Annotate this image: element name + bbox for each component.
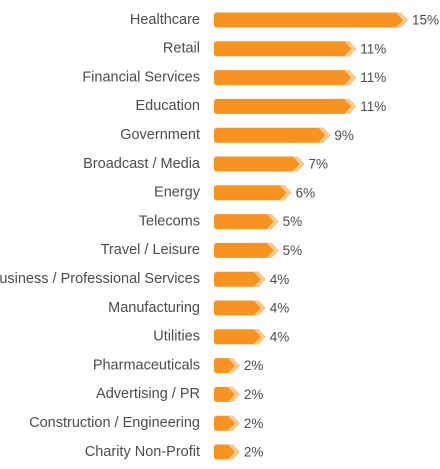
category-label: Business / Professional Services — [0, 271, 200, 287]
bar — [214, 127, 331, 143]
value-label: 5% — [283, 214, 303, 229]
bar-tip — [227, 415, 240, 431]
value-label: 9% — [334, 128, 354, 143]
category-label: Travel / Leisure — [101, 242, 200, 258]
category-label: Advertising / PR — [96, 386, 200, 402]
bar — [214, 156, 305, 172]
bar-tip — [227, 386, 240, 402]
bar-tip — [266, 214, 279, 230]
value-label: 4% — [270, 272, 290, 287]
category-label: Government — [120, 127, 200, 143]
bar — [214, 271, 266, 287]
value-label: 5% — [283, 243, 303, 258]
category-label: Energy — [154, 185, 201, 201]
bar — [214, 214, 279, 230]
bar-tip — [279, 185, 292, 201]
value-label: 4% — [270, 301, 290, 316]
category-label: Broadcast / Media — [83, 156, 201, 172]
bar — [214, 12, 408, 28]
bar-tip — [253, 300, 266, 316]
category-label: Manufacturing — [108, 300, 200, 316]
category-label: Telecoms — [139, 213, 200, 229]
bar — [214, 242, 279, 258]
bar-tip — [227, 444, 240, 460]
bar — [214, 329, 266, 345]
value-label: 11% — [360, 99, 386, 114]
category-label: Pharmaceuticals — [93, 357, 200, 373]
bar — [214, 70, 357, 86]
category-label: Healthcare — [130, 12, 200, 28]
bar-tip — [318, 127, 331, 143]
bar-tip — [227, 358, 240, 374]
value-label: 2% — [244, 416, 264, 431]
value-label: 11% — [360, 41, 386, 56]
category-label: Charity Non-Profit — [85, 444, 200, 460]
bars — [214, 12, 408, 460]
value-label: 6% — [296, 185, 316, 200]
bar-tip — [253, 271, 266, 287]
value-label: 2% — [244, 445, 264, 460]
category-label: Financial Services — [82, 69, 200, 85]
category-label: Education — [136, 98, 201, 114]
value-labels: 15% 11% 11% 11% 9% 7% 6% 5% 5% 4% 4% 4% 2% 2% 2% 2% — [244, 13, 439, 460]
category-label: Retail — [163, 41, 200, 57]
bar — [214, 41, 357, 57]
bar-tip — [253, 329, 266, 345]
bar-tip — [344, 41, 357, 57]
value-label: 11% — [360, 70, 386, 85]
category-labels: Healthcare Retail Financial Services Educat… — [0, 12, 201, 460]
bar — [214, 98, 357, 114]
bar-tip — [266, 242, 279, 258]
value-label: 7% — [309, 157, 329, 172]
bar-tip — [396, 12, 408, 28]
bar-tip — [292, 156, 305, 172]
value-label: 15% — [412, 13, 439, 28]
category-label: Utilities — [153, 329, 200, 345]
category-label: Construction / Engineering — [29, 415, 200, 431]
value-label: 2% — [244, 387, 264, 402]
bar — [214, 300, 266, 316]
bar — [214, 185, 292, 201]
bar-tip — [344, 98, 357, 114]
bar-tip — [344, 70, 357, 86]
value-label: 2% — [244, 358, 264, 373]
value-label: 4% — [270, 329, 290, 344]
